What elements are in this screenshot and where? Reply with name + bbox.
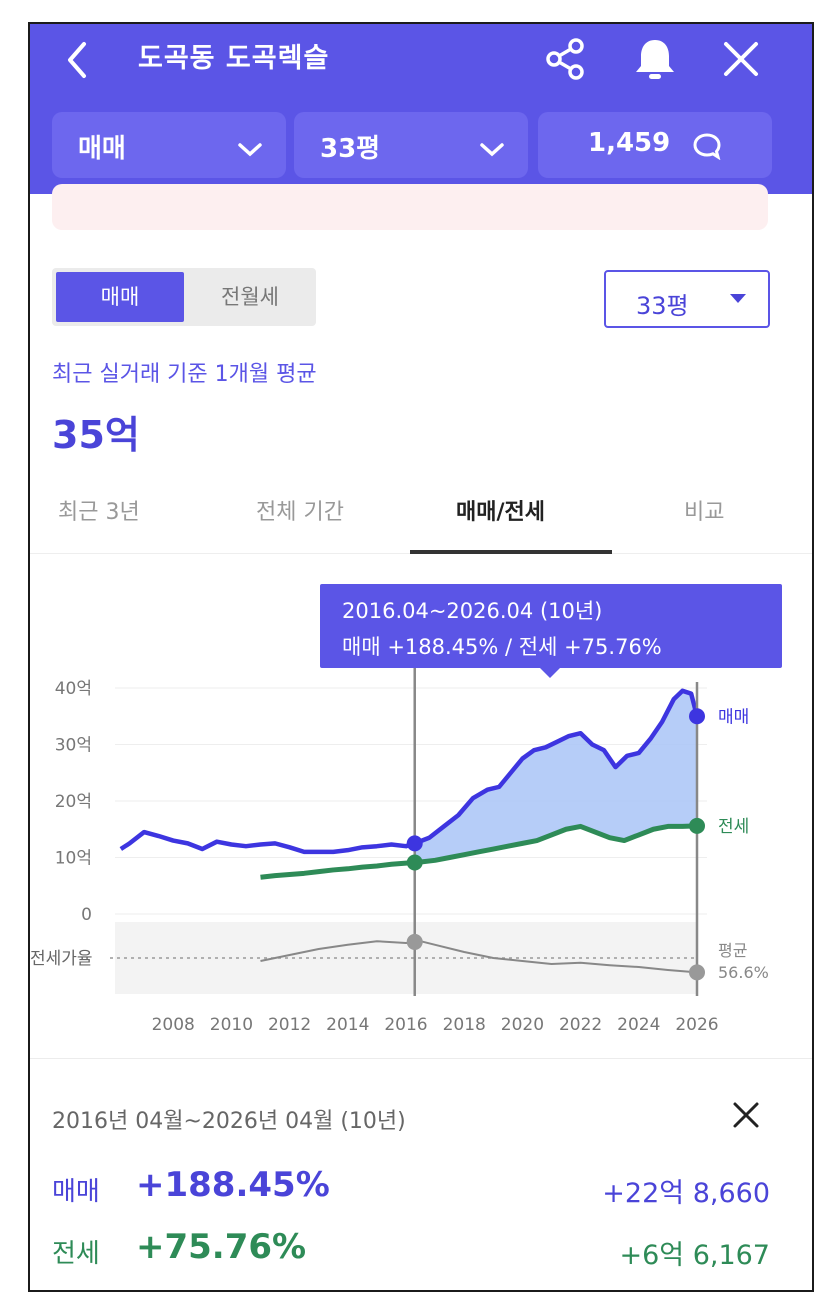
x-tick-label: 2022: [559, 1015, 602, 1035]
ratio-end-dot: [689, 964, 705, 981]
x-tick-label: 2010: [210, 1015, 253, 1035]
tab-recent-3y[interactable]: 최근 3년: [58, 500, 140, 525]
period-range: 2016년 04월~2026년 04월 (10년): [52, 1109, 406, 1134]
x-tick-label: 2018: [443, 1015, 486, 1035]
size-dropdown[interactable]: 33평: [294, 112, 528, 178]
sale-rent-gap-area: [414, 690, 697, 863]
y-tick-label: 40억: [55, 679, 92, 699]
comment-count: 1,459: [588, 128, 671, 158]
tab-compare[interactable]: 비교: [684, 500, 725, 525]
notice-banner: [52, 184, 768, 230]
ratio-start-dot: [406, 933, 423, 950]
x-tick-label: 2026: [675, 1015, 718, 1035]
change-summary-panel: 2016년 04월~2026년 04월 (10년) 매매 +188.45% +2…: [30, 1058, 812, 1290]
header-bar: 도곡동 도곡렉슬 매매: [30, 24, 812, 194]
size-select[interactable]: 33평: [604, 270, 770, 328]
rent-series-line: [260, 823, 698, 880]
caret-down-icon: [730, 294, 746, 303]
back-chevron-icon[interactable]: [58, 38, 98, 82]
share-icon[interactable]: [542, 36, 588, 82]
app-frame: 도곡동 도곡렉슬 매매: [28, 22, 814, 1292]
rent-change-amount: +6억 6,167: [619, 1240, 770, 1271]
sale-end-dot: [689, 708, 705, 725]
tooltip-pointer: [540, 668, 560, 678]
ratio-series-line: [260, 940, 698, 974]
trade-type-label: 매매: [78, 134, 126, 164]
x-tick-label: 2014: [326, 1015, 369, 1035]
summary-caption: 최근 실거래 기준 1개월 평균: [52, 362, 317, 387]
trade-segment: 매매 전월세: [52, 268, 316, 326]
x-tick-label: 2012: [268, 1015, 311, 1035]
rent-start-dot: [406, 854, 423, 871]
size-select-label: 33평: [636, 292, 689, 320]
sale-start-dot: [406, 835, 423, 852]
rent-end-dot: [689, 817, 705, 834]
sale-series-line: [119, 688, 700, 855]
bell-icon[interactable]: [630, 36, 676, 82]
comment-icon: [692, 132, 722, 167]
range-tooltip: [320, 584, 782, 668]
tab-all-period[interactable]: 전체 기간: [256, 500, 344, 525]
period-tabs: 최근 3년 전체 기간 매매/전세 비교: [30, 484, 812, 554]
size-label: 33평: [320, 134, 381, 164]
trade-type-dropdown[interactable]: 매매: [52, 112, 286, 178]
tab-sale-rent[interactable]: 매매/전세: [456, 500, 545, 525]
ratio-label: 전세가율: [30, 949, 93, 969]
sale-series-label: 매매: [718, 707, 749, 727]
sale-change-pct: +188.45%: [136, 1165, 330, 1205]
ratio-avg-value: 56.6%: [718, 963, 769, 982]
x-tick-label: 2020: [501, 1015, 544, 1035]
x-tick-label: 2008: [152, 1015, 195, 1035]
segment-rent[interactable]: 전월세: [221, 285, 279, 309]
tooltip-period: 2016.04~2026.04 (10년): [342, 599, 602, 623]
comments-button[interactable]: 1,459: [538, 112, 772, 178]
close-icon[interactable]: [730, 1099, 762, 1131]
y-tick-label: 10억: [55, 849, 92, 869]
chevron-down-icon: [478, 136, 506, 157]
x-tick-label: 2024: [617, 1015, 660, 1035]
tooltip-changes: 매매 +188.45% / 전세 +75.76%: [342, 635, 662, 659]
close-icon[interactable]: [718, 36, 764, 82]
rent-label: 전세: [52, 1239, 100, 1269]
sale-label: 매매: [52, 1177, 100, 1207]
y-tick-label: 20억: [55, 792, 92, 812]
y-tick-label: 0: [81, 905, 92, 925]
chevron-down-icon: [236, 136, 264, 157]
rent-change-pct: +75.76%: [136, 1227, 307, 1267]
active-tab-indicator: [410, 550, 612, 554]
summary-value: 35억: [52, 413, 140, 457]
y-tick-label: 30억: [55, 736, 92, 756]
ratio-avg-label: 평균: [718, 941, 747, 960]
sale-change-amount: +22억 8,660: [602, 1178, 770, 1209]
rent-series-label: 전세: [718, 817, 749, 837]
x-tick-label: 2016: [384, 1015, 427, 1035]
page-title: 도곡동 도곡렉슬: [138, 43, 330, 74]
segment-sale[interactable]: 매매: [56, 272, 184, 322]
